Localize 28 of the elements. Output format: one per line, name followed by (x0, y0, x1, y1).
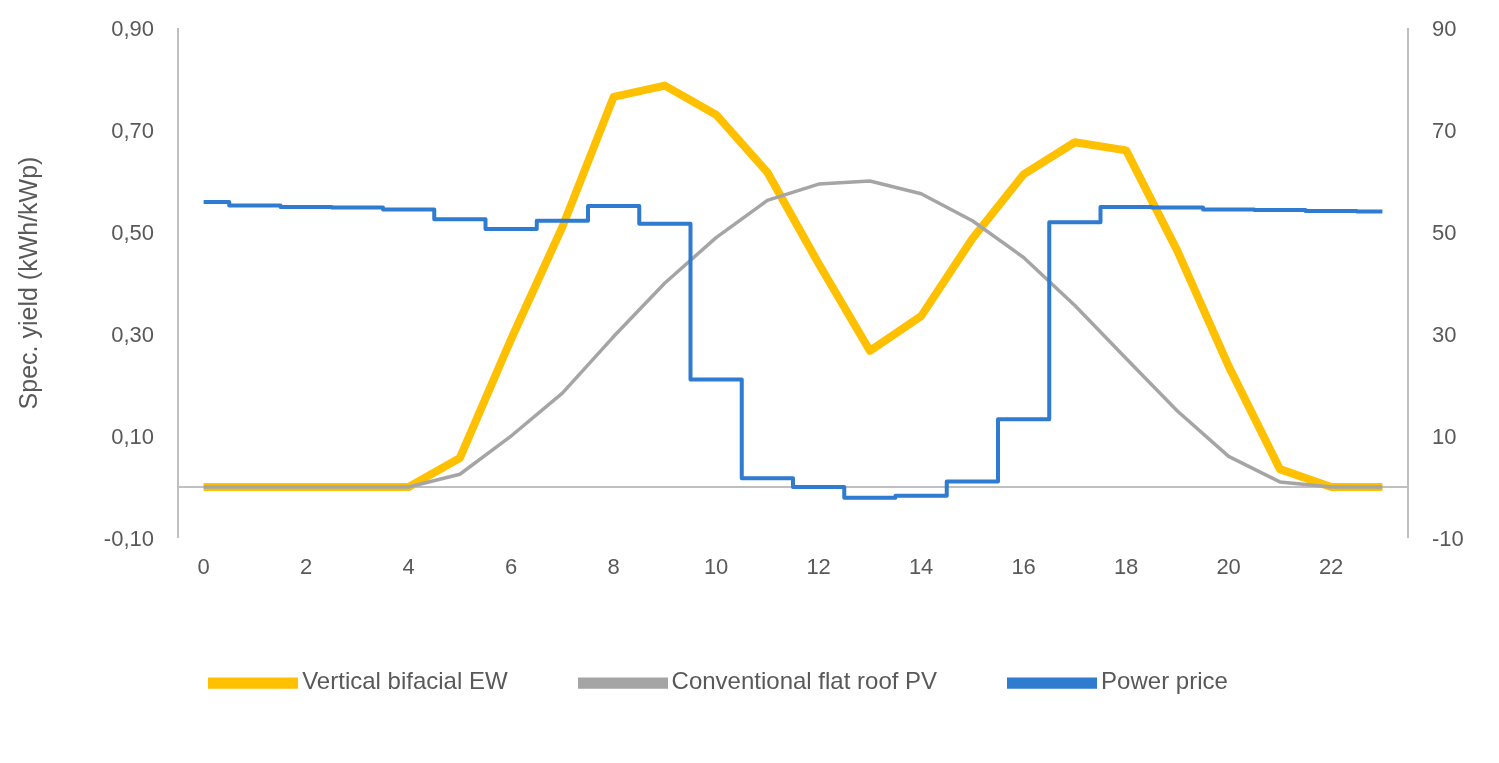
legend-label: Conventional flat roof PV (671, 667, 938, 695)
x-tick-label: 12 (806, 553, 831, 579)
y2-tick-label: 30 (1432, 321, 1457, 347)
x-tick-label: 4 (402, 553, 415, 579)
x-tick-label: 8 (607, 553, 620, 579)
y-tick-label: 0,30 (111, 321, 154, 347)
y-tick-label: 0,50 (111, 219, 154, 245)
y2-tick-label: 50 (1432, 219, 1457, 245)
y-axis-title: Spec. yield (kWh/kWp) (13, 156, 42, 410)
x-tick-label: 10 (703, 553, 729, 579)
y-tick-label: 0,90 (111, 15, 154, 41)
x-tick-label: 20 (1216, 553, 1241, 579)
x-tick-label: 18 (1113, 553, 1139, 579)
x-tick-label: 0 (197, 553, 210, 579)
y2-tick-label: -10 (1432, 525, 1464, 551)
y2-tick-label: 10 (1432, 423, 1457, 449)
x-tick-label: 2 (300, 553, 313, 579)
legend-label: Vertical bifacial EW (302, 667, 508, 695)
y-tick-label: 0,70 (111, 117, 154, 143)
legend-label: Power price (1101, 667, 1228, 695)
y-tick-label: -0,10 (103, 525, 154, 551)
x-tick-label: 6 (505, 553, 518, 579)
y2-tick-label: 90 (1432, 15, 1457, 41)
y2-tick-label: 70 (1432, 117, 1457, 143)
y-tick-label: 0,10 (111, 423, 154, 449)
x-tick-label: 14 (908, 553, 934, 579)
x-tick-label: 22 (1318, 553, 1344, 579)
x-tick-label: 16 (1011, 553, 1036, 579)
